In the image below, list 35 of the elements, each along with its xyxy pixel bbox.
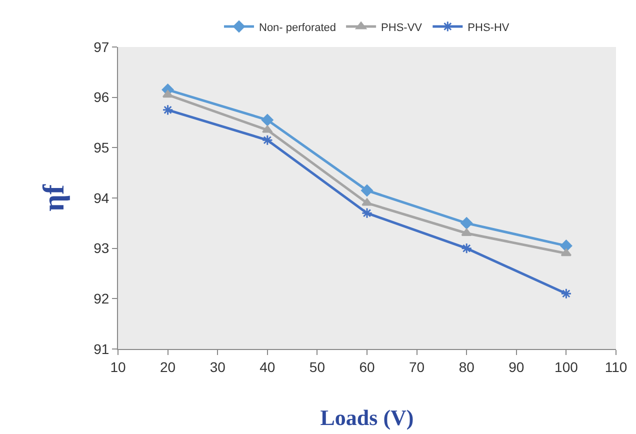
point (361, 208, 373, 219)
y-axis-title: ηf (38, 183, 71, 212)
x-tick-label: 80 (458, 358, 475, 375)
point (461, 242, 472, 254)
point (461, 228, 472, 236)
point (262, 125, 273, 133)
y-tick-label: 94 (94, 190, 110, 206)
point (361, 184, 373, 196)
point (261, 114, 274, 126)
legend-label: Non- perforated (259, 22, 336, 34)
y-tick-label: 97 (94, 38, 110, 55)
x-tick-label: 50 (309, 358, 326, 375)
y-tick-label: 95 (94, 140, 110, 156)
point (560, 240, 572, 252)
x-tick-label: 40 (260, 358, 276, 375)
legend-label: PHS-HV (468, 22, 510, 34)
point (162, 104, 174, 116)
y-tick-label: 96 (94, 89, 110, 106)
x-axis-title: Loads (V) (320, 405, 414, 430)
x-tick-label: 100 (554, 358, 578, 375)
legend-label: PHS-VV (381, 22, 423, 34)
point (362, 198, 372, 206)
x-tick-label: 70 (409, 358, 425, 375)
y-tick-label: 92 (94, 290, 110, 307)
x-tick-label: 110 (604, 358, 628, 375)
x-tick-label: 90 (508, 358, 524, 375)
y-tick-label: 93 (94, 240, 110, 256)
point (560, 288, 572, 300)
x-tick-label: 10 (110, 358, 126, 375)
x-tick-label: 60 (359, 358, 375, 375)
point (262, 134, 273, 146)
x-tick-label: 20 (160, 358, 176, 375)
y-tick-label: 91 (94, 340, 110, 357)
x-tick-label: 30 (210, 358, 226, 375)
point (460, 217, 473, 230)
